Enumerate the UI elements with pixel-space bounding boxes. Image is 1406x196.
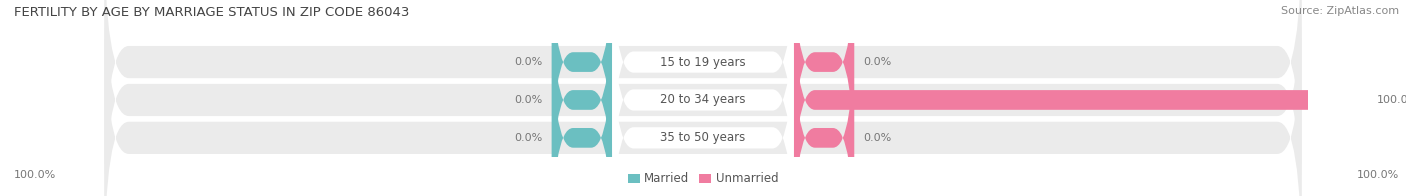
Text: 20 to 34 years: 20 to 34 years — [661, 93, 745, 106]
FancyBboxPatch shape — [551, 0, 613, 196]
Text: 0.0%: 0.0% — [515, 57, 543, 67]
Legend: Married, Unmarried: Married, Unmarried — [623, 168, 783, 190]
FancyBboxPatch shape — [613, 16, 793, 196]
Text: 100.0%: 100.0% — [1357, 170, 1399, 180]
FancyBboxPatch shape — [551, 15, 613, 196]
FancyBboxPatch shape — [104, 2, 1302, 196]
FancyBboxPatch shape — [793, 0, 855, 185]
Text: 0.0%: 0.0% — [515, 95, 543, 105]
Text: FERTILITY BY AGE BY MARRIAGE STATUS IN ZIP CODE 86043: FERTILITY BY AGE BY MARRIAGE STATUS IN Z… — [14, 6, 409, 19]
FancyBboxPatch shape — [104, 0, 1302, 196]
Text: 0.0%: 0.0% — [515, 133, 543, 143]
FancyBboxPatch shape — [551, 0, 613, 185]
Text: 0.0%: 0.0% — [863, 57, 891, 67]
Text: 100.0%: 100.0% — [1376, 95, 1406, 105]
FancyBboxPatch shape — [104, 0, 1302, 196]
Text: Source: ZipAtlas.com: Source: ZipAtlas.com — [1281, 6, 1399, 16]
Text: 35 to 50 years: 35 to 50 years — [661, 131, 745, 144]
FancyBboxPatch shape — [613, 0, 793, 196]
FancyBboxPatch shape — [793, 15, 855, 196]
Text: 100.0%: 100.0% — [14, 170, 56, 180]
FancyBboxPatch shape — [613, 0, 793, 184]
Text: 0.0%: 0.0% — [863, 133, 891, 143]
FancyBboxPatch shape — [793, 0, 1368, 196]
Text: 15 to 19 years: 15 to 19 years — [661, 56, 745, 69]
